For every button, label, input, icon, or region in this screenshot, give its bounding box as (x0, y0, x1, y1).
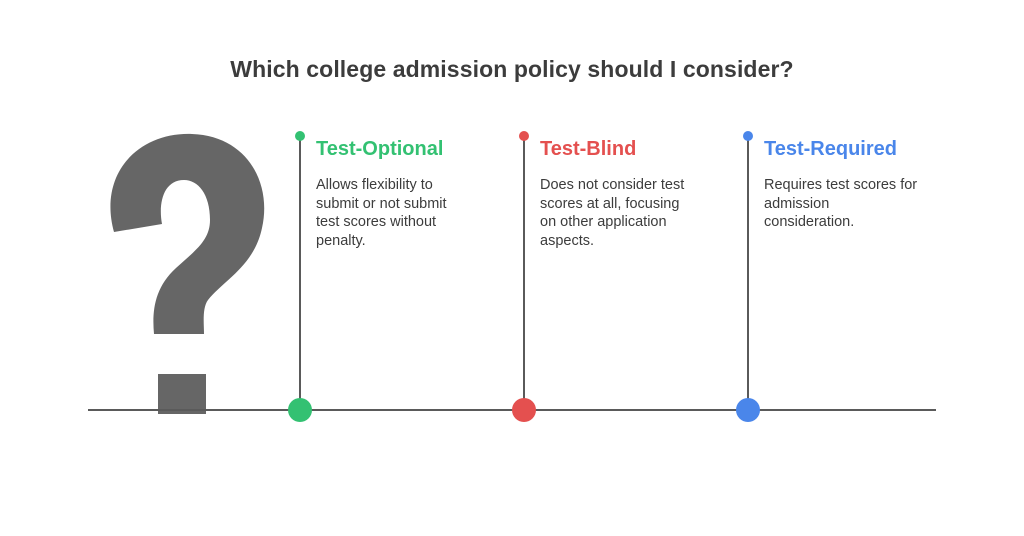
option-description-test-blind: Does not consider test scores at all, fo… (540, 176, 740, 250)
description-line: aspects. (540, 232, 594, 249)
option-title-test-blind: Test-Blind (540, 138, 637, 160)
diagram-title: Which college admission policy should I … (230, 56, 794, 82)
option-top-dot-test-optional (295, 131, 305, 141)
option-stem-test-required (747, 136, 749, 410)
option-title-test-optional: Test-Optional (316, 138, 444, 160)
description-line: Requires test scores for (764, 177, 918, 193)
option-node-test-optional (288, 398, 312, 422)
description-line: admission (764, 195, 830, 212)
option-description-test-required: Requires test scores for admission consi… (764, 176, 964, 232)
description-line: on other application (540, 214, 667, 230)
option-top-dot-test-required (743, 131, 753, 141)
description-line: scores at all, focusing (540, 195, 680, 212)
option-node-test-blind (512, 398, 536, 422)
option-stem-test-blind (523, 136, 525, 410)
option-title-test-required: Test-Required (764, 138, 897, 160)
description-line: Does not consider test (540, 177, 685, 193)
option-top-dot-test-blind (519, 131, 529, 141)
description-line: test scores without (316, 214, 437, 230)
option-description-test-optional: Allows flexibility to submit or not subm… (316, 176, 516, 250)
description-line: penalty. (316, 232, 366, 249)
option-node-test-required (736, 398, 760, 422)
description-line: Allows flexibility to (316, 177, 433, 193)
description-line: submit or not submit (316, 195, 447, 212)
question-mark-icon (110, 133, 265, 414)
description-line: consideration. (764, 214, 855, 230)
option-stem-test-optional (299, 136, 301, 410)
